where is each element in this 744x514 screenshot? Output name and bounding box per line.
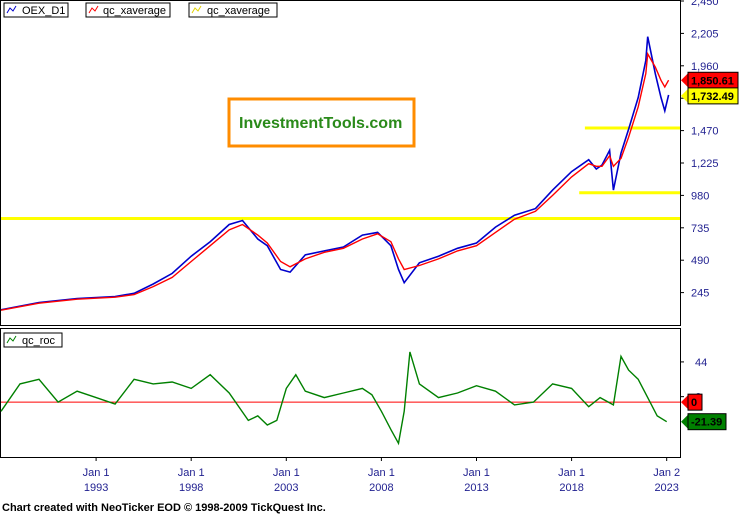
- price-y-axis: 2454907359801,2251,4701,7151,9602,2052,4…: [680, 0, 739, 300]
- line-icon: [88, 5, 99, 14]
- price-last-value-badge: 1,850.61: [681, 71, 739, 89]
- price-last-value-label: 1,732.49: [691, 91, 734, 103]
- legend-xaverage-yellow-label: qc_xaverage: [207, 5, 270, 17]
- legend-xaverage-yellow[interactable]: qc_xaverage: [188, 2, 278, 18]
- price-panel: [0, 0, 681, 326]
- price-y-tick-label: 245: [691, 288, 709, 300]
- x-tick-label-day: Jan 1: [83, 467, 110, 479]
- x-tick-label-day: Jan 2: [653, 467, 680, 479]
- x-tick-label-year: 2018: [559, 482, 583, 494]
- line-icon: [6, 5, 17, 14]
- x-tick-label-year: 2013: [464, 482, 488, 494]
- line-icon: [6, 335, 17, 344]
- price-y-tick-label: 1,470: [691, 126, 719, 138]
- price-series: [0, 36, 680, 311]
- legend-oex-label: OEX_D1: [22, 5, 65, 17]
- legend-roc[interactable]: qc_roc: [3, 332, 63, 348]
- x-axis: Jan 1 1993 Jan 1 1998 Jan 1 2003 Jan 1 2008 Jan …: [83, 457, 680, 494]
- price-last-value-badge: 1,732.49: [681, 87, 739, 105]
- roc-last-value-badge: 0: [681, 393, 703, 411]
- legend-roc-label: qc_roc: [22, 335, 56, 347]
- x-tick-label-year: 2003: [274, 482, 298, 494]
- oex-price-line: [0, 36, 670, 311]
- price-y-tick-label: 490: [691, 255, 709, 267]
- price-y-tick-label: 980: [691, 190, 709, 202]
- legend-xaverage-red-label: qc_xaverage: [103, 5, 166, 17]
- price-y-tick-label: 2,450: [691, 0, 719, 8]
- legend-oex[interactable]: OEX_D1: [3, 2, 69, 18]
- price-y-tick-label: 735: [691, 223, 709, 235]
- xaverage-line: [0, 51, 670, 311]
- price-y-tick-label: 1,225: [691, 158, 719, 170]
- x-tick-label-year: 1998: [179, 482, 203, 494]
- x-tick-label-year: 2008: [369, 482, 393, 494]
- roc-y-axis: 4460-21.39: [680, 357, 727, 431]
- x-tick-label-year: 2023: [654, 482, 678, 494]
- legend-xaverage-red[interactable]: qc_xaverage: [85, 2, 171, 18]
- roc-y-tick-label: 44: [695, 357, 707, 369]
- roc-line: [0, 351, 668, 446]
- x-tick-label-day: Jan 1: [558, 467, 585, 479]
- roc-last-value-badge: -21.39: [681, 413, 727, 431]
- roc-series: [0, 351, 680, 446]
- line-icon: [191, 5, 202, 14]
- x-tick-label-day: Jan 1: [178, 467, 205, 479]
- price-last-value-label: 1,850.61: [691, 75, 734, 87]
- price-y-tick-label: 1,960: [691, 61, 719, 73]
- roc-last-value-label: 0: [691, 397, 697, 409]
- credit-text: Chart created with NeoTicker EOD © 1998-…: [2, 502, 326, 514]
- x-tick-label-day: Jan 1: [463, 467, 490, 479]
- x-tick-label-day: Jan 1: [273, 467, 300, 479]
- price-y-tick-label: 2,205: [691, 28, 719, 40]
- logo-text: InvestmentTools.com: [239, 115, 402, 132]
- x-tick-label-day: Jan 1: [368, 467, 395, 479]
- x-tick-label-year: 1993: [84, 482, 108, 494]
- roc-last-value-label: -21.39: [691, 417, 722, 429]
- investmenttools-logo[interactable]: InvestmentTools.com: [227, 97, 416, 148]
